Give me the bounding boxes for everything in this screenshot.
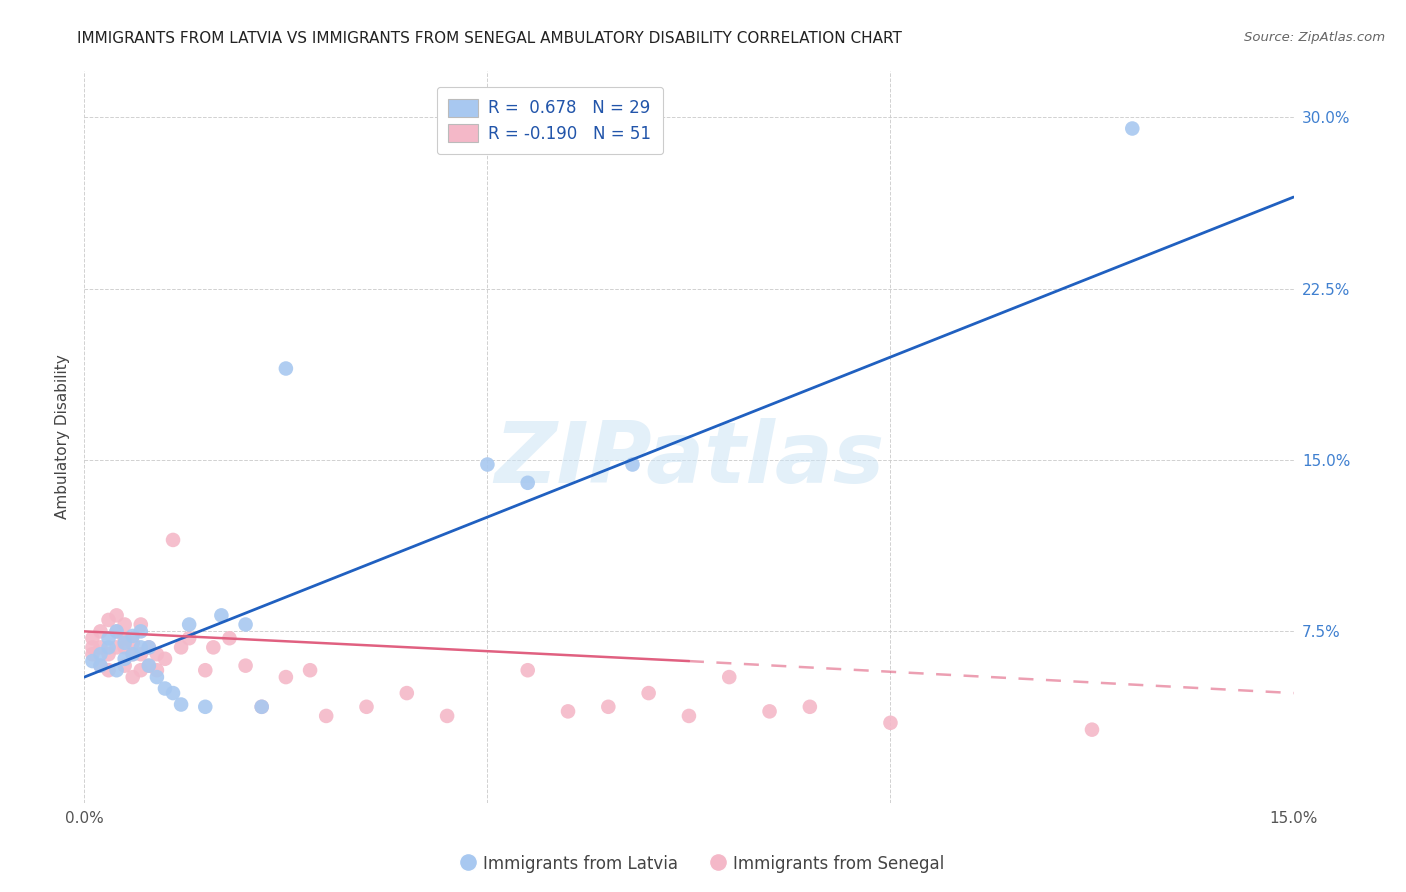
Point: [250, 699, 273, 714]
Point: [89, 624, 111, 639]
Point: [1121, 121, 1143, 136]
Point: [477, 458, 499, 472]
Point: [105, 624, 128, 639]
Point: [129, 647, 152, 661]
Point: [138, 640, 160, 655]
Point: [621, 458, 644, 472]
Point: [114, 632, 136, 646]
Point: [179, 632, 201, 646]
Point: [799, 699, 821, 714]
Point: [129, 640, 152, 655]
Point: [194, 699, 217, 714]
Point: [356, 699, 378, 714]
Point: [194, 663, 217, 677]
Point: [516, 663, 538, 677]
Point: [153, 681, 176, 696]
Point: [114, 617, 136, 632]
Point: [274, 361, 297, 376]
Point: [138, 658, 160, 673]
Point: [138, 640, 160, 655]
Point: [146, 663, 169, 677]
Point: [105, 663, 128, 677]
Point: [170, 640, 193, 655]
Point: [114, 636, 136, 650]
Point: [179, 617, 201, 632]
Point: [114, 640, 136, 655]
Point: [97, 640, 120, 655]
Point: [97, 663, 120, 677]
Point: [299, 663, 322, 677]
Point: [209, 608, 232, 623]
Point: [97, 632, 120, 646]
Point: [105, 624, 128, 639]
Point: [1081, 723, 1104, 737]
Point: [89, 647, 111, 661]
Point: [718, 670, 741, 684]
Point: [82, 654, 104, 668]
Point: [879, 715, 901, 730]
Point: [89, 658, 111, 673]
Point: [162, 686, 184, 700]
Point: [82, 647, 104, 661]
Point: [97, 613, 120, 627]
Text: ZIPatlas: ZIPatlas: [494, 417, 884, 500]
Point: [218, 632, 240, 646]
Legend: Immigrants from Latvia, Immigrants from Senegal: Immigrants from Latvia, Immigrants from …: [456, 848, 950, 880]
Point: [153, 652, 176, 666]
Point: [315, 709, 337, 723]
Point: [250, 699, 273, 714]
Point: [146, 670, 169, 684]
Legend: R =  0.678   N = 29, R = -0.190   N = 51: R = 0.678 N = 29, R = -0.190 N = 51: [437, 87, 664, 154]
Point: [516, 475, 538, 490]
Y-axis label: Ambulatory Disability: Ambulatory Disability: [55, 355, 70, 519]
Point: [114, 652, 136, 666]
Point: [82, 640, 104, 655]
Point: [89, 640, 111, 655]
Point: [114, 658, 136, 673]
Point: [129, 617, 152, 632]
Point: [274, 670, 297, 684]
Point: [121, 670, 143, 684]
Point: [121, 629, 143, 643]
Point: [138, 658, 160, 673]
Point: [202, 640, 225, 655]
Point: [146, 647, 169, 661]
Point: [170, 698, 193, 712]
Point: [436, 709, 458, 723]
Text: Source: ZipAtlas.com: Source: ZipAtlas.com: [1244, 31, 1385, 45]
Point: [162, 533, 184, 547]
Point: [557, 705, 579, 719]
Point: [678, 709, 700, 723]
Point: [395, 686, 418, 700]
Point: [235, 658, 257, 673]
Point: [598, 699, 620, 714]
Point: [105, 640, 128, 655]
Point: [97, 647, 120, 661]
Point: [105, 608, 128, 623]
Point: [121, 636, 143, 650]
Point: [129, 663, 152, 677]
Point: [758, 705, 780, 719]
Point: [129, 624, 152, 639]
Point: [235, 617, 257, 632]
Text: IMMIGRANTS FROM LATVIA VS IMMIGRANTS FROM SENEGAL AMBULATORY DISABILITY CORRELAT: IMMIGRANTS FROM LATVIA VS IMMIGRANTS FRO…: [77, 31, 903, 46]
Point: [89, 658, 111, 673]
Point: [82, 632, 104, 646]
Point: [637, 686, 659, 700]
Point: [121, 647, 143, 661]
Point: [121, 647, 143, 661]
